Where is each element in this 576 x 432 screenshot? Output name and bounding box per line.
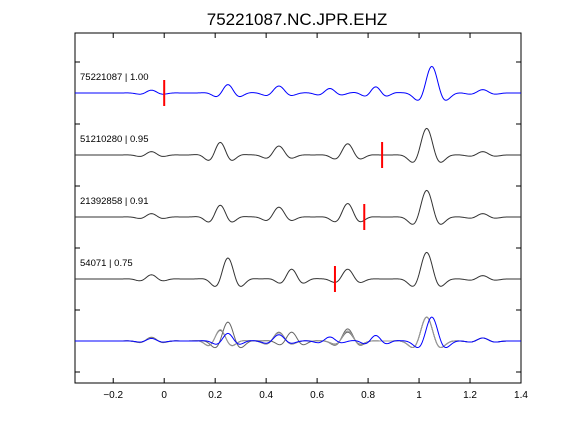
x-tick-label: 1 [416,390,422,401]
x-tick-label: 1.2 [463,390,477,401]
trace-line [75,127,521,163]
trace-line [75,189,521,225]
x-tick-label: 1.4 [514,390,528,401]
x-tick-label: 0.8 [361,390,375,401]
trace-label-group: 75221087 | 1.00 51210280 | 0.95 21392858 |… [80,72,149,269]
trace-label: 54071 | 0.75 [80,258,133,269]
x-tick-label: 0.4 [259,390,273,401]
trace-label: 75221087 | 1.00 [80,72,149,83]
overlay-trace [75,316,521,349]
x-tick-label: −0.2 [103,390,123,401]
trace-label: 21392858 | 0.91 [80,196,149,207]
trace-line [75,65,521,101]
overlay-trace [75,316,521,349]
trace-line [75,251,521,287]
plot-frame [74,32,522,384]
x-tick-label: 0.2 [208,390,222,401]
overlay-stack [75,316,521,349]
x-tick-label: 0 [161,390,167,401]
chart-title: 75221087.NC.JPR.EHZ [207,10,387,29]
overlay-trace [75,316,521,349]
pick-marker-group [163,80,384,292]
x-tick-label: 0.6 [310,390,324,401]
trace-label: 51210280 | 0.95 [80,134,149,145]
overlay-trace [75,316,521,349]
x-axis-ticks: −0.2 0 0.2 0.4 0.6 0.8 1 1.2 1.4 [103,33,528,401]
trace-group [75,65,521,287]
